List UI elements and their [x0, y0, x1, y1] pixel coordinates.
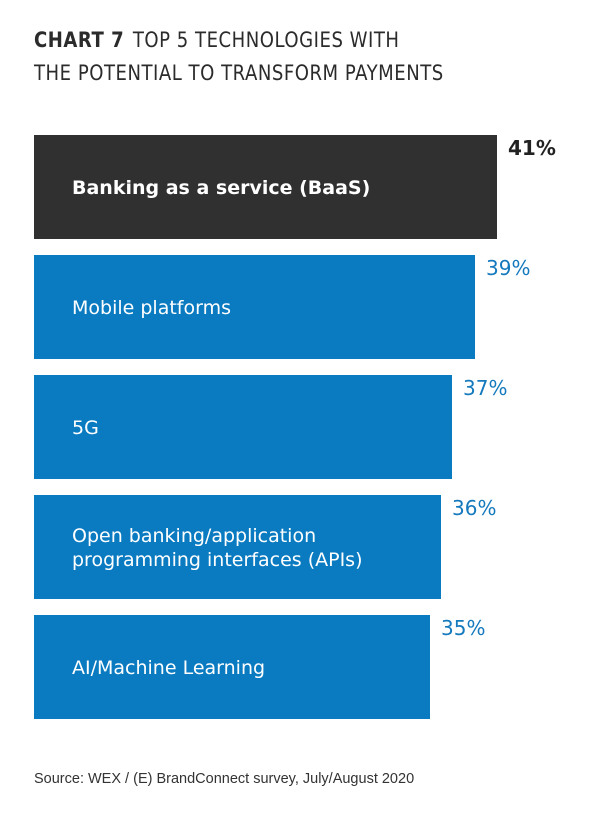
bar-2	[34, 255, 475, 359]
source-note: Source: WEX / (E) BrandConnect survey, J…	[34, 771, 415, 787]
chart-title: CHART 7 TOP 5 TECHNOLOGIES WITH THE POTEN…	[34, 24, 498, 90]
bar-label-3: 5G	[72, 417, 99, 439]
value-label-4: 36%	[452, 496, 496, 520]
bar-chart: Banking as a service (BaaS) 41% Mobile pla…	[34, 135, 556, 719]
bar-label-2: Mobile platforms	[72, 297, 231, 319]
chart-title-line-2: THE POTENTIAL TO TRANSFORM PAYMENTS	[34, 61, 444, 85]
value-label-2: 39%	[486, 256, 530, 280]
bar-5	[34, 615, 430, 719]
chart-title-line-1: CHART 7 TOP 5 TECHNOLOGIES WITH	[34, 24, 498, 57]
value-label-3: 37%	[463, 376, 507, 400]
value-label-1: 41%	[508, 136, 556, 160]
value-label-5: 35%	[441, 616, 485, 640]
chart-title-text-1: TOP 5 TECHNOLOGIES WITH	[132, 28, 400, 52]
bar-3	[34, 375, 452, 479]
chart-number: CHART 7	[34, 28, 125, 52]
bar-label-5: AI/Machine Learning	[72, 657, 265, 679]
bar-label-4: Open banking/application programming inte…	[72, 525, 363, 571]
bar-1	[34, 135, 497, 239]
bar-4	[34, 495, 441, 599]
bar-label-1: Banking as a service (BaaS)	[72, 177, 370, 199]
